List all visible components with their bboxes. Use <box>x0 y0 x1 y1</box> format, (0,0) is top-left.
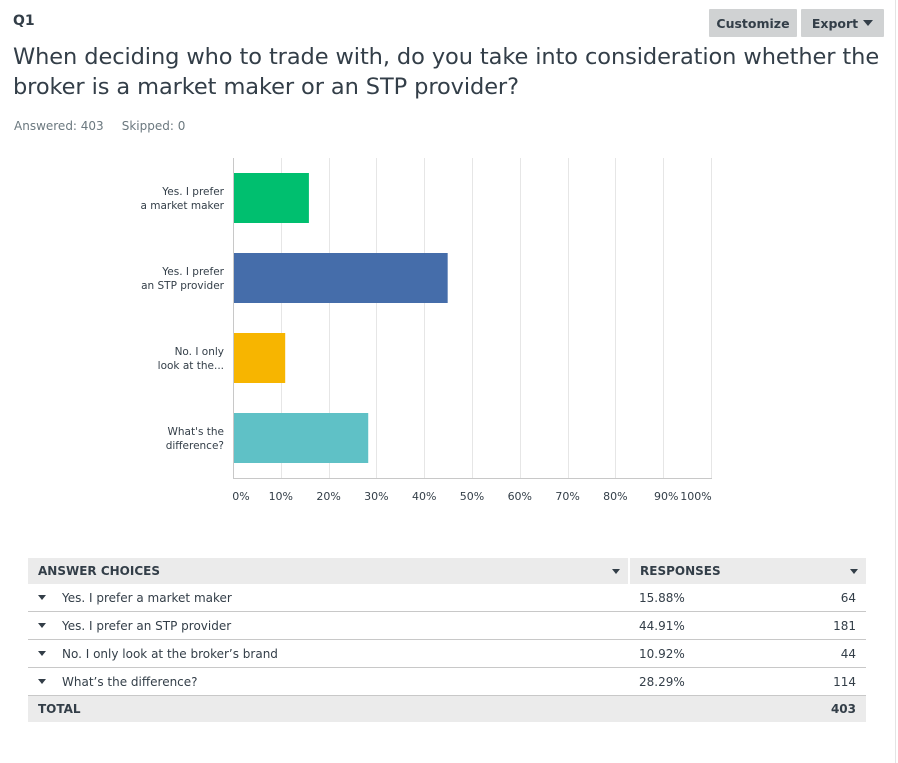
bar <box>234 253 448 303</box>
category-label: What's the <box>167 426 224 438</box>
expand-caret-icon[interactable] <box>38 678 46 684</box>
response-percent: 10.92% <box>629 639 770 668</box>
x-tick-label: 10% <box>269 490 293 503</box>
bar <box>234 173 309 223</box>
category-label: Yes. I prefer <box>161 186 224 198</box>
bar <box>234 413 369 463</box>
x-tick-label: 40% <box>412 490 436 503</box>
answer-choice-cell: Yes. I prefer a market maker <box>28 584 629 612</box>
table-row: Yes. I prefer an STP provider 44.91% 181 <box>28 611 866 640</box>
answer-choice-cell: What’s the difference? <box>28 667 629 696</box>
caret-down-icon <box>863 20 874 26</box>
response-count: 44 <box>769 639 866 668</box>
category-label: No. I only <box>175 346 224 358</box>
category-label: look at the... <box>158 360 224 372</box>
answer-choice-label: Yes. I prefer an STP provider <box>62 618 232 633</box>
x-tick-label: 20% <box>316 490 340 503</box>
table-row: Yes. I prefer a market maker 15.88% 64 <box>28 584 866 612</box>
export-button[interactable]: Export <box>801 9 884 37</box>
customize-label: Customize <box>716 15 790 31</box>
total-percent <box>629 695 770 722</box>
customize-button[interactable]: Customize <box>709 9 797 37</box>
answer-choice-label: Yes. I prefer a market maker <box>62 590 232 605</box>
header-answer-choices[interactable]: ANSWER CHOICES <box>28 558 630 584</box>
sort-caret-icon[interactable] <box>850 569 858 574</box>
skipped-count: Skipped: 0 <box>121 119 186 133</box>
category-label: difference? <box>166 440 224 452</box>
response-count: 114 <box>769 667 866 696</box>
sort-caret-icon[interactable] <box>612 569 620 574</box>
response-percent: 15.88% <box>629 584 770 612</box>
x-tick-label: 30% <box>364 490 388 503</box>
question-number: Q1 <box>13 13 35 29</box>
export-label: Export <box>811 15 859 31</box>
total-row: TOTAL 403 <box>28 695 866 722</box>
expand-caret-icon[interactable] <box>38 650 46 656</box>
bar-chart: 0% 10% 20% 30% 40% 50% 60% 70% 80% 90% 100% Yes. I … <box>140 158 712 503</box>
panel-right-border <box>895 0 896 763</box>
table-row: What’s the difference? 28.29% 114 <box>28 667 866 696</box>
header-responses-label: RESPONSES <box>640 564 721 578</box>
response-count: 181 <box>769 611 866 640</box>
question-title: When deciding who to trade with, do you … <box>13 44 880 100</box>
x-tick-label: 90% <box>654 490 678 503</box>
x-tick-label: 50% <box>460 490 484 503</box>
responses-table: ANSWER CHOICES RESPONSES Yes. I prefer a… <box>28 558 866 722</box>
expand-caret-icon[interactable] <box>38 622 46 628</box>
answer-choice-label: No. I only look at the broker’s brand <box>62 646 278 661</box>
category-label: a market maker <box>140 200 224 212</box>
answer-choice-cell: Yes. I prefer an STP provider <box>28 611 629 640</box>
x-tick-label: 60% <box>508 490 532 503</box>
x-tick-label: 100% <box>680 490 711 503</box>
x-tick-label: 0% <box>232 490 249 503</box>
response-percent: 44.91% <box>629 611 770 640</box>
total-label: TOTAL <box>28 695 629 722</box>
response-count: 64 <box>769 584 866 612</box>
x-tick-label: 80% <box>603 490 627 503</box>
header-responses[interactable]: RESPONSES <box>629 558 866 584</box>
category-label: an STP provider <box>141 280 225 292</box>
expand-caret-icon[interactable] <box>38 594 46 600</box>
response-percent: 28.29% <box>629 667 770 696</box>
answer-choice-cell: No. I only look at the broker’s brand <box>28 639 629 668</box>
answered-count: Answered: 403 <box>14 119 104 133</box>
chart-svg: 0% 10% 20% 30% 40% 50% 60% 70% 80% 90% 100% Yes. I … <box>140 158 712 503</box>
response-summary: Answered: 403 Skipped: 0 <box>14 119 185 133</box>
answer-choice-label: What’s the difference? <box>62 674 198 689</box>
x-tick-label: 70% <box>555 490 579 503</box>
table-row: No. I only look at the broker’s brand 10.… <box>28 639 866 668</box>
category-label: Yes. I prefer <box>161 266 224 278</box>
table-header-row: ANSWER CHOICES RESPONSES <box>28 558 866 584</box>
total-count: 403 <box>769 695 866 722</box>
header-answer-choices-label: ANSWER CHOICES <box>38 564 160 578</box>
bar <box>234 333 286 383</box>
